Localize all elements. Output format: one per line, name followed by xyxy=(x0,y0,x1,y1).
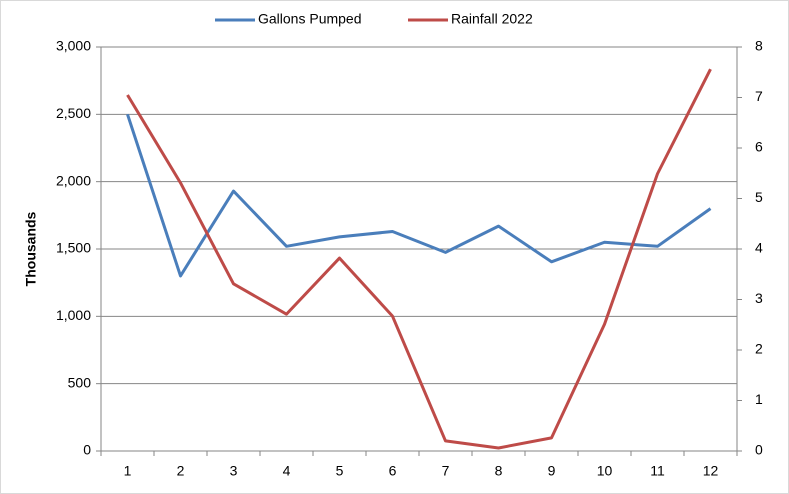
y-axis-label: Thousands xyxy=(23,211,39,286)
x-tick-label: 12 xyxy=(703,463,719,479)
y2-tick-label: 3 xyxy=(755,290,763,306)
legend-label: Rainfall 2022 xyxy=(451,11,533,27)
x-tick-label: 7 xyxy=(442,463,450,479)
y-tick-label: 1,000 xyxy=(56,307,91,323)
y-tick-label: 500 xyxy=(68,374,92,390)
y2-tick-label: 0 xyxy=(755,442,763,458)
x-tick-label: 8 xyxy=(495,463,503,479)
y2-tick-label: 5 xyxy=(755,189,763,205)
x-tick-label: 1 xyxy=(124,463,132,479)
x-tick-label: 2 xyxy=(177,463,185,479)
y-tick-label: 2,000 xyxy=(56,172,91,188)
y2-tick-label: 1 xyxy=(755,391,763,407)
y-tick-label: 0 xyxy=(83,442,91,458)
x-tick-label: 5 xyxy=(336,463,344,479)
x-tick-label: 10 xyxy=(597,463,613,479)
y-tick-label: 1,500 xyxy=(56,240,91,256)
y2-tick-label: 7 xyxy=(755,88,763,104)
y2-tick-label: 6 xyxy=(755,139,763,155)
y2-tick-label: 4 xyxy=(755,240,763,256)
legend-label: Gallons Pumped xyxy=(258,11,362,27)
x-tick-label: 3 xyxy=(230,463,238,479)
x-tick-label: 4 xyxy=(283,463,291,479)
y2-tick-label: 8 xyxy=(755,38,763,54)
series-line xyxy=(126,113,712,278)
y2-tick-label: 2 xyxy=(755,341,763,357)
y-tick-label: 3,000 xyxy=(56,38,91,54)
x-tick-label: 9 xyxy=(548,463,556,479)
series-line xyxy=(126,68,712,450)
x-tick-label: 6 xyxy=(389,463,397,479)
x-tick-label: 11 xyxy=(650,463,665,479)
y-tick-label: 2,500 xyxy=(56,105,91,121)
